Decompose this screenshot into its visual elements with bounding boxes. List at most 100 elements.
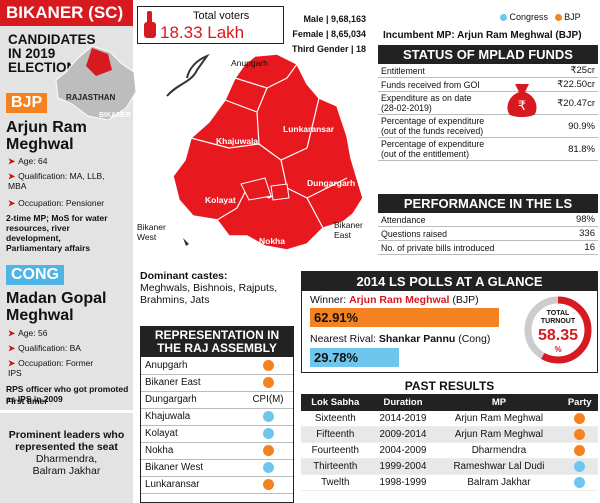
mplad-value: 81.8% [488, 137, 598, 161]
turnout-value: 58.35 [537, 327, 579, 344]
arrow-icon: ➤ [8, 171, 16, 181]
past-party [561, 411, 598, 428]
party-dot-icon [262, 478, 274, 490]
mplad-table: Entitlement ₹25cr Funds received from GOI ₹… [378, 64, 598, 161]
map-label-nokha: Nokha [259, 236, 285, 246]
performance-section: PERFORMANCE IN THE LS Attendance 98% Quest… [378, 194, 598, 255]
mplad-label: Funds received from GOI [378, 77, 488, 92]
assembly-row: Lunkaransar [141, 476, 293, 494]
bjp-age-text: Age: 64 [18, 156, 48, 166]
bjp-occupation-text: Occupation: Pensioner [18, 198, 105, 208]
cong-qualification-text: Qualification: BA [18, 343, 81, 353]
past-results-heading: PAST RESULTS [404, 379, 495, 393]
total-voters-value: 18.33 Lakh [160, 23, 245, 42]
constituency-party [243, 476, 293, 494]
cong-occupation: ➤ Occupation: Former IPS [8, 358, 98, 378]
past-party [561, 474, 598, 492]
state-label: RAJASTHAN [66, 93, 116, 102]
past-row: Fourteenth 2004-2009 Dharmendra [301, 442, 598, 460]
past-column-header: Duration [369, 394, 437, 411]
constituency-name: Kolayat [141, 425, 243, 443]
constituency-name: Lunkaransar [141, 476, 243, 494]
party-dot-icon [574, 461, 586, 473]
bjp-qualification-text: Qualification: MA, LLB, MBA [8, 171, 105, 191]
assembly-table: Anupgarh Bikaner East Dungargarh CPI(M) Khaj… [141, 357, 293, 494]
map-label-bikaner-east: Bikaner East [334, 220, 363, 240]
past-party [561, 442, 598, 460]
past-duration: 1999-2004 [369, 458, 437, 476]
bjp-qualification: ➤ Qualification: MA, LLB, MBA [8, 171, 108, 191]
assembly-row: Khajuwala [141, 408, 293, 426]
mplad-row: Entitlement ₹25cr [378, 64, 598, 78]
bjp-candidate-name: Arjun Ram Meghwal [6, 119, 87, 153]
mplad-heading: STATUS OF MPLAD FUNDS [378, 45, 598, 64]
constituency-party [243, 459, 293, 477]
winner-party: (BJP) [449, 294, 479, 306]
performance-label: Attendance [378, 213, 560, 227]
total-voters-label: Total voters [193, 10, 250, 22]
arrow-icon: ➤ [8, 343, 16, 353]
cong-qualification: ➤ Qualification: BA [8, 343, 81, 353]
mplad-section: STATUS OF MPLAD FUNDS Entitlement ₹25cr Fu… [378, 45, 598, 161]
bjp-note: 2-time MP; MoS for water resources, rive… [6, 213, 108, 253]
mplad-row: Funds received from GOI ₹22.50cr [378, 77, 598, 92]
past-mp: Arjun Ram Meghwal [436, 426, 562, 444]
turnout-label: TOTAL TURNOUT [540, 310, 576, 325]
performance-table: Attendance 98% Questions raised 336 No. of p… [378, 213, 598, 255]
cong-note: RPS officer who got promoted as IPS in 2… [6, 384, 129, 404]
arrow-icon: ➤ [8, 156, 16, 166]
past-row: Sixteenth 2014-2019 Arjun Ram Meghwal [301, 411, 598, 428]
party-dot-icon [262, 376, 274, 388]
past-mp: Arjun Ram Meghwal [436, 411, 562, 428]
winner-name: Arjun Ram Meghwal [349, 294, 450, 306]
mplad-value: ₹22.50cr [488, 77, 598, 92]
turnout-unit: % [554, 345, 562, 354]
mplad-value: ₹25cr [488, 64, 598, 78]
incumbent-mp: Incumbent MP: Arjun Ram Meghwal (BJP) [383, 30, 582, 41]
congress-legend-icon [500, 14, 507, 22]
past-lok-sabha: Fifteenth [301, 426, 370, 444]
performance-row: Questions raised 336 [378, 226, 598, 241]
past-duration: 2014-2019 [369, 411, 437, 428]
male-voters: Male | 9,68,163 [303, 14, 366, 24]
candidates-heading: CANDIDATES IN 2019 ELECTION [8, 32, 96, 75]
cong-candidate-name: Madan Gopal Meghwal [6, 290, 107, 324]
castes-list: Meghwals, Bishnois, Rajputs, Brahmins, J… [140, 282, 278, 306]
mplad-label: Expenditure as on date (28-02-2019) [378, 91, 488, 115]
cong-party-tag: CONG [6, 265, 64, 285]
past-column-header: Party [561, 394, 598, 411]
bjp-legend-icon [554, 14, 562, 22]
female-voters: Female | 8,65,034 [292, 29, 366, 39]
third-gender-voters: Third Gender | 18 [291, 44, 366, 54]
polls-2014-box: 2014 LS POLLS AT A GLANCE Winner: Arjun … [301, 271, 598, 373]
rajasthan-map [55, 45, 137, 121]
map-label-kolayat: Kolayat [205, 195, 236, 205]
map-label-bikaner-west: Bikaner West [137, 222, 166, 242]
turnout-gauge [524, 296, 592, 364]
assembly-heading: REPRESENTATION IN THE RAJ ASSEMBLY [141, 327, 293, 357]
assembly-row: Nokha [141, 442, 293, 460]
past-lok-sabha: Fourteenth [301, 442, 370, 460]
past-row: Twelth 1998-1999 Balram Jakhar [301, 474, 598, 492]
cong-occupation-text: Occupation: Former IPS [8, 358, 94, 378]
cong-age-text: Age: 56 [18, 328, 48, 338]
bjp-party-tag: BJP [6, 93, 48, 113]
svg-text:₹: ₹ [518, 98, 526, 113]
polls-heading: 2014 LS POLLS AT A GLANCE [302, 272, 597, 291]
performance-value: 98% [559, 213, 598, 227]
past-party [561, 426, 598, 444]
past-results-table: Lok Sabha Duration MP Party Sixteenth 2014-2… [301, 394, 598, 492]
assembly-row: Kolayat [141, 425, 293, 443]
constituency-name: Anupgarh [141, 357, 243, 375]
rival-name: Shankar Pannu [378, 333, 456, 345]
constituency-name: Khajuwala [141, 408, 243, 426]
past-duration: 1998-1999 [369, 474, 437, 492]
past-mp: Rameshwar Lal Dudi [436, 458, 562, 476]
rival-party: (Cong) [455, 333, 491, 345]
dominant-castes: Dominant castes: Meghwals, Bishnois, Raj… [140, 270, 300, 306]
bikaner-district-map [166, 53, 364, 251]
assembly-row: Bikaner East [141, 374, 293, 392]
district-label: BIKANER [99, 112, 131, 119]
mplad-value: 90.9% [488, 114, 598, 138]
past-mp: Dharmendra [436, 442, 562, 460]
